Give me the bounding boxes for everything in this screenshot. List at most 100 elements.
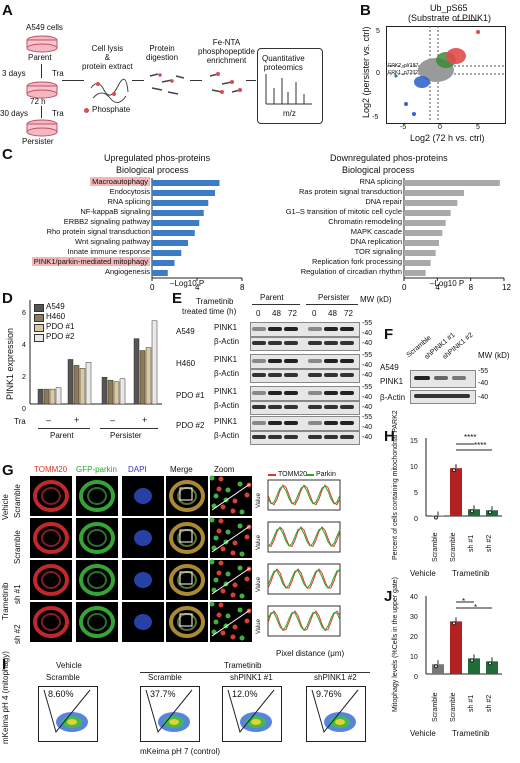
- e-persister: Persister: [318, 293, 350, 302]
- bar-3-3: [151, 320, 158, 405]
- a-tra2-label: Tra: [52, 109, 64, 118]
- e-band-1-4: [324, 359, 338, 363]
- e-time-2: 72: [288, 309, 297, 318]
- e-actin-band-1-5: [340, 373, 354, 377]
- j-trametinib: Trametinib: [452, 729, 490, 738]
- b-ytick-neg5: -5: [372, 114, 379, 121]
- point-3: [488, 661, 492, 666]
- g-row-2: Scramble: [13, 530, 22, 564]
- b-title: Ub_pS65: [430, 3, 468, 13]
- g-legend-tomm: TOMM20: [278, 471, 308, 478]
- e-time-1: 48: [272, 309, 281, 318]
- d-ytick-6: 6: [22, 310, 26, 317]
- d-chart: [29, 300, 162, 405]
- g-col-zoom: Zoom: [214, 465, 235, 474]
- j-chart: [425, 596, 502, 675]
- g-legend-tomm-swatch: [268, 474, 276, 476]
- bar-2: [468, 509, 480, 516]
- e-band-2-5: [340, 391, 354, 395]
- e-band-3-2: [284, 421, 298, 425]
- b-note-erk2: ERK2_pY187: [388, 63, 419, 69]
- h-sig2: ****: [474, 441, 487, 450]
- bar-2-2: [113, 381, 120, 405]
- a-cells-label: A549 cells: [26, 23, 63, 32]
- micrograph-2-0: [30, 560, 72, 600]
- category-label-8: Replication fork processing: [311, 257, 402, 266]
- bar-6: [404, 240, 439, 246]
- i-plot-box-3: [306, 686, 366, 742]
- e-actin-band-2-4: [324, 405, 338, 409]
- i-pct-0: 8.60%: [48, 689, 74, 699]
- point-1: [452, 468, 456, 473]
- i-plot-box-0: [38, 686, 98, 742]
- point-0: [434, 515, 438, 520]
- category-label-0: Macroautophagy: [90, 177, 150, 186]
- e-band-3-3: [308, 421, 322, 425]
- f-actin-band: [414, 394, 470, 398]
- bar-6: [152, 240, 188, 246]
- e-persister-line: [306, 304, 358, 305]
- e-row-3: PDO #2: [176, 421, 205, 430]
- i-pct-2: 12.0%: [232, 689, 258, 699]
- e-mw-3: -55: [362, 352, 373, 359]
- h-trametinib: Trametinib: [452, 569, 490, 578]
- category-label-9: Regulation of circadian rhythm: [300, 267, 402, 276]
- d-tra-label: Tra: [14, 417, 26, 426]
- bar-8: [404, 260, 431, 266]
- e-pink1-blot-2: [250, 386, 360, 401]
- e-actin-band-3-5: [340, 435, 354, 439]
- a-step2-label: Protein digestion: [146, 44, 179, 63]
- d-minus-2: –: [110, 415, 116, 425]
- g-row-4: sh #2: [13, 624, 22, 644]
- b-xlabel: Log2 (72 h vs. ctrl): [410, 133, 485, 143]
- e-actin-band-0-3: [308, 341, 322, 345]
- j-sig2: *: [474, 603, 478, 612]
- bar-7: [404, 250, 436, 256]
- tick-label-2: 8: [240, 283, 245, 292]
- g-value-1: Value: [256, 535, 262, 550]
- d-persister-label: Persister: [110, 431, 142, 440]
- legend-swatch-3: [34, 334, 44, 342]
- b-scatter-points: [386, 26, 504, 122]
- j-x4: sh #2: [486, 694, 493, 712]
- g-col-tomm20: TOMM20: [34, 465, 68, 474]
- c-up-subtitle: Biological process: [116, 165, 189, 175]
- panel-label-e: E: [172, 290, 183, 307]
- tick-label-1: 4: [435, 283, 440, 292]
- e-mw-9: -55: [362, 414, 373, 421]
- bar-2-1: [107, 379, 114, 405]
- e-band-2-0: [252, 391, 266, 395]
- bar-1-1: [73, 365, 80, 405]
- enriched-peptide-icon: [209, 72, 242, 94]
- a-flow-arrow-3: [190, 80, 202, 81]
- micrograph-2-4: [209, 559, 252, 600]
- e-band-2-4: [324, 391, 338, 395]
- e-band-1-3: [308, 359, 322, 363]
- g-col-merge: Merge: [170, 465, 193, 474]
- e-pink1-blot-0: [250, 322, 360, 337]
- e-mw-0: -55: [362, 320, 373, 327]
- i-trametinib-line: [140, 672, 370, 673]
- f-mw1: -55: [478, 368, 489, 375]
- bar-3-2: [145, 347, 152, 405]
- bar-3-1: [139, 350, 146, 405]
- a-step4-label: Quantitative proteomics: [262, 54, 305, 73]
- d-ytick-2: 2: [22, 374, 26, 381]
- h-ytick-15: 15: [410, 438, 418, 445]
- micrograph-3-3: [166, 602, 208, 642]
- bar-2-3: [119, 378, 126, 405]
- b-ytick-5: 5: [376, 28, 380, 35]
- e-row-2: PDO #1: [176, 391, 205, 400]
- h-x1: Scramble: [432, 532, 439, 562]
- e-actin-0: β-Actin: [214, 337, 240, 346]
- e-mw: MW (kD): [360, 295, 392, 304]
- f-band-3: [452, 376, 466, 380]
- e-actin-band-3-0: [252, 435, 266, 439]
- j-ytick-40: 40: [410, 594, 418, 601]
- tick-label-2: 8: [469, 283, 474, 292]
- e-actin-1: β-Actin: [214, 369, 240, 378]
- e-mw-8: -40: [362, 404, 373, 411]
- g-col-dapi: DAPI: [128, 465, 147, 474]
- proteomics-box: [257, 48, 323, 124]
- a-72h-label: 72 h: [30, 97, 46, 106]
